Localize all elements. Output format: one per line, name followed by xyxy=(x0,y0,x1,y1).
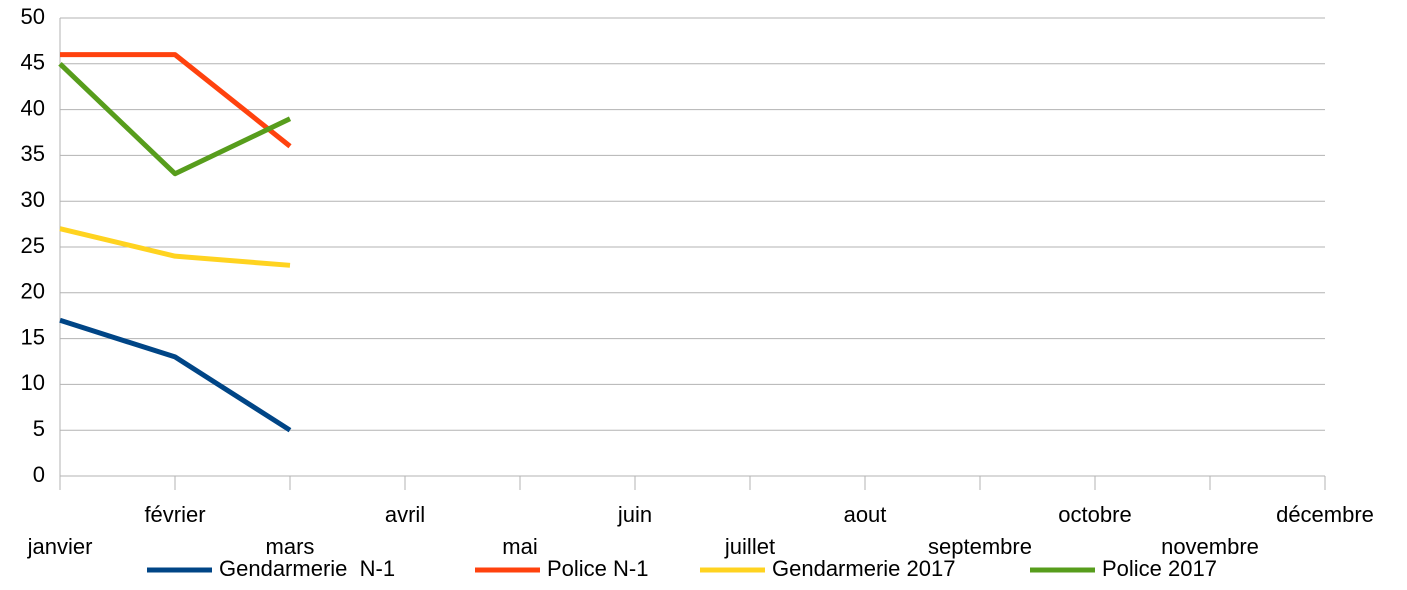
y-tick-label: 30 xyxy=(21,187,45,212)
x-tick-label: octobre xyxy=(1058,502,1131,527)
series-line xyxy=(59,226,291,268)
x-tick-label: décembre xyxy=(1276,502,1374,527)
y-tick-label: 15 xyxy=(21,324,45,349)
x-tick-label: septembre xyxy=(928,534,1032,559)
x-tick-label: aout xyxy=(844,502,887,527)
series-line xyxy=(60,52,292,149)
series-line xyxy=(58,61,292,177)
x-tick-label: février xyxy=(144,502,205,527)
y-tick-label: 5 xyxy=(33,416,45,441)
y-tick-label: 10 xyxy=(21,370,45,395)
x-tick-label: novembre xyxy=(1161,534,1259,559)
y-tick-label: 35 xyxy=(21,141,45,166)
x-tick-label: juin xyxy=(617,502,652,527)
y-tick-label: 25 xyxy=(21,233,45,258)
legend-label: Gendarmerie 2017 xyxy=(772,556,955,581)
x-tick-label: janvier xyxy=(27,534,93,559)
legend-label: Police 2017 xyxy=(1102,556,1217,581)
legend-label: Police N-1 xyxy=(547,556,648,581)
y-tick-label: 45 xyxy=(21,50,45,75)
legend-label: Gendarmerie N-1 xyxy=(219,556,395,581)
series-line xyxy=(59,317,292,433)
x-tick-label: juillet xyxy=(724,534,775,559)
x-tick-label: avril xyxy=(385,502,425,527)
y-tick-label: 40 xyxy=(21,95,45,120)
x-tick-label: mars xyxy=(266,534,315,559)
y-tick-label: 50 xyxy=(21,4,45,29)
y-tick-label: 20 xyxy=(21,279,45,304)
x-tick-label: mai xyxy=(502,534,537,559)
y-tick-label: 0 xyxy=(33,462,45,487)
